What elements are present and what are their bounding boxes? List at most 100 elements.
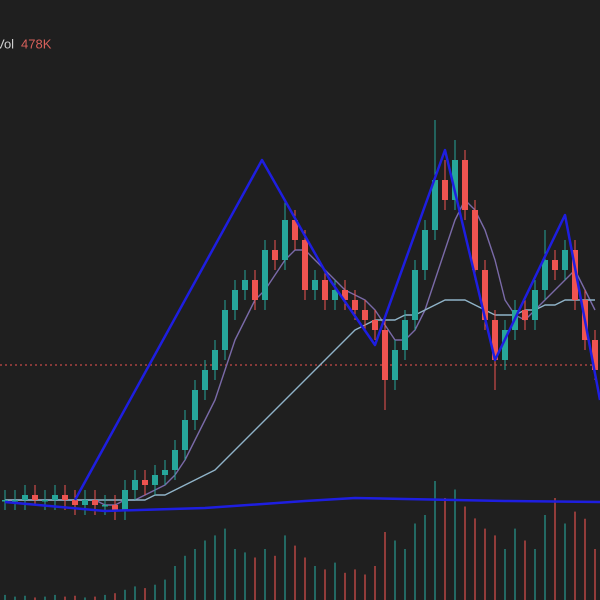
candle-body	[142, 480, 148, 485]
candle-body	[432, 180, 438, 230]
candle-body	[272, 250, 278, 260]
volume-bar	[184, 555, 186, 600]
candle-body	[212, 350, 218, 370]
volume-bar	[234, 549, 236, 600]
candle-body	[532, 290, 538, 320]
candle-body	[442, 180, 448, 200]
moving-average	[5, 199, 596, 506]
volume-bar	[64, 596, 66, 600]
candle-body	[352, 300, 358, 310]
moving-average	[5, 299, 595, 501]
plot	[0, 120, 600, 600]
candle-body	[162, 470, 168, 475]
candle-body	[332, 290, 338, 300]
candle-body	[2, 500, 8, 502]
candle-body	[42, 500, 48, 502]
candle-body	[562, 250, 568, 270]
candle-body	[62, 495, 68, 500]
candle-body	[552, 260, 558, 270]
volume-bar	[244, 552, 246, 600]
volume-bar	[394, 540, 396, 600]
volume-bar	[84, 597, 86, 600]
volume-bar	[454, 489, 456, 600]
volume-bar	[484, 528, 486, 600]
volume-bar	[104, 594, 106, 600]
volume-bar	[284, 535, 286, 600]
candle-body	[302, 240, 308, 290]
candle-body	[492, 320, 498, 360]
candle-body	[172, 450, 178, 470]
volume-bar	[374, 566, 376, 600]
candle-body	[122, 490, 128, 510]
volume-bar	[114, 593, 116, 600]
candle-body	[202, 370, 208, 390]
candle-body	[592, 340, 598, 370]
volume-bar	[354, 569, 356, 600]
volume-bar	[494, 535, 496, 600]
volume-bar	[34, 597, 36, 600]
candle-body	[252, 280, 258, 300]
volume-bar	[584, 518, 586, 600]
candle-body	[412, 270, 418, 320]
candle-body	[402, 320, 408, 350]
candle-body	[12, 500, 18, 502]
volume-bar	[24, 595, 26, 600]
candle-body	[572, 250, 578, 300]
volume-bar	[54, 594, 56, 600]
candle-body	[502, 330, 508, 360]
volume-bar	[44, 596, 46, 600]
volume-bar	[434, 481, 436, 600]
volume-bar	[554, 498, 556, 600]
volume-readout: 478K	[21, 36, 52, 51]
volume-bar	[124, 589, 126, 600]
volume-bar	[364, 574, 366, 600]
volume-bar	[334, 562, 336, 600]
candle-body	[92, 500, 98, 505]
candle-body	[392, 350, 398, 380]
volume-bar	[144, 588, 146, 600]
candle-body	[102, 505, 108, 507]
candle-body	[452, 160, 458, 200]
candle-body	[232, 290, 238, 310]
volume-bar	[204, 540, 206, 600]
candle-body	[292, 220, 298, 240]
volume-bar	[314, 566, 316, 600]
volume-bar	[224, 528, 226, 600]
volume-bar	[304, 557, 306, 600]
candle-body	[322, 280, 328, 300]
volume-bar	[154, 584, 156, 600]
volume-bar	[464, 506, 466, 600]
candle-body	[242, 280, 248, 290]
candle-body	[362, 310, 368, 320]
volume-label: Vol	[0, 36, 14, 51]
volume-bar	[384, 532, 386, 600]
candle-body	[482, 270, 488, 320]
volume-bar	[214, 535, 216, 600]
baseline-line	[4, 496, 600, 513]
volume-bar	[134, 586, 136, 600]
volume-bar	[564, 523, 566, 600]
candle-body	[192, 390, 198, 420]
volume-bar	[294, 545, 296, 600]
volume-bar	[534, 549, 536, 600]
candle-body	[472, 210, 478, 270]
candle-body	[132, 480, 138, 490]
candle-body	[312, 280, 318, 290]
volume-bar	[444, 498, 446, 600]
volume-bar	[194, 549, 196, 600]
candle-body	[462, 160, 468, 210]
volume-bar	[174, 566, 176, 600]
volume-bar	[424, 515, 426, 600]
pattern-line	[73, 148, 600, 501]
candle-body	[282, 220, 288, 260]
volume-bar	[264, 549, 266, 600]
volume-bar	[514, 528, 516, 600]
candle-body	[112, 505, 118, 510]
volume-bar	[164, 579, 166, 600]
candle-body	[372, 320, 378, 330]
candle-body	[152, 475, 158, 485]
candle-body	[522, 310, 528, 320]
volume-bar	[254, 557, 256, 600]
candle-body	[382, 330, 388, 380]
